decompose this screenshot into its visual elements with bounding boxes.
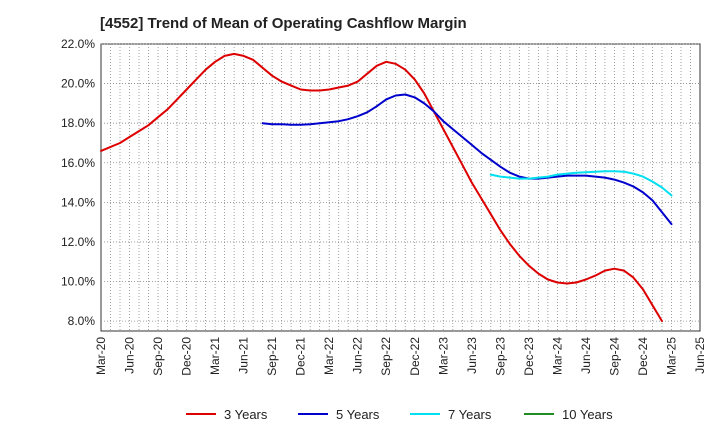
x-tick-label: Jun-23 — [465, 337, 479, 374]
legend-label: 10 Years — [562, 407, 613, 422]
x-tick-label: Dec-23 — [522, 337, 536, 376]
x-tick-label: Jun-24 — [579, 337, 593, 374]
y-tick-label: 14.0% — [61, 195, 95, 209]
legend-label: 5 Years — [336, 407, 380, 422]
x-tick-label: Mar-24 — [550, 337, 564, 375]
x-tick-label: Dec-22 — [408, 337, 422, 376]
y-tick-label: 12.0% — [61, 235, 95, 249]
series-line-5-years — [261, 93, 673, 226]
x-tick-label: Jun-21 — [237, 337, 251, 374]
x-tick-label: Mar-25 — [664, 337, 678, 375]
x-tick-label: Mar-20 — [94, 337, 108, 375]
y-axis-ticks: 8.0% 10.0% 12.0% 14.0% 16.0% 18.0% 20.0% 22.0% — [61, 37, 95, 328]
series-lines — [100, 52, 673, 323]
x-tick-label: Mar-21 — [208, 337, 222, 375]
x-tick-label: Sep-23 — [493, 337, 507, 376]
legend: 3 Years 5 Years 7 Years 10 Years — [186, 407, 613, 422]
y-tick-label: 22.0% — [61, 37, 95, 51]
series-line-7-years — [489, 170, 673, 197]
x-axis-ticks: Mar-20 Jun-20 Sep-20 Dec-20 Mar-21 Jun-21 Sep-… — [94, 337, 707, 376]
x-tick-label: Mar-22 — [322, 337, 336, 375]
x-tick-label: Dec-20 — [180, 337, 194, 376]
y-tick-label: 20.0% — [61, 77, 95, 91]
x-tick-label: Jun-22 — [351, 337, 365, 374]
x-tick-label: Sep-21 — [265, 337, 279, 376]
x-tick-label: Sep-20 — [151, 337, 165, 376]
legend-label: 7 Years — [448, 407, 492, 422]
x-tick-label: Sep-22 — [379, 337, 393, 376]
series-line-3-years — [100, 52, 663, 323]
y-tick-label: 8.0% — [68, 314, 96, 328]
y-tick-label: 16.0% — [61, 156, 95, 170]
x-tick-label: Sep-24 — [607, 337, 621, 376]
x-tick-label: Jun-20 — [123, 337, 137, 374]
x-tick-label: Jun-25 — [693, 337, 707, 374]
gridlines — [101, 43, 700, 331]
x-tick-label: Mar-23 — [436, 337, 450, 375]
chart-title: [4552] Trend of Mean of Operating Cashfl… — [100, 15, 467, 32]
y-tick-label: 18.0% — [61, 116, 95, 130]
legend-label: 3 Years — [224, 407, 268, 422]
x-tick-label: Dec-21 — [294, 337, 308, 376]
y-tick-label: 10.0% — [61, 275, 95, 289]
x-tick-label: Dec-24 — [636, 337, 650, 376]
plot-background — [100, 43, 701, 332]
